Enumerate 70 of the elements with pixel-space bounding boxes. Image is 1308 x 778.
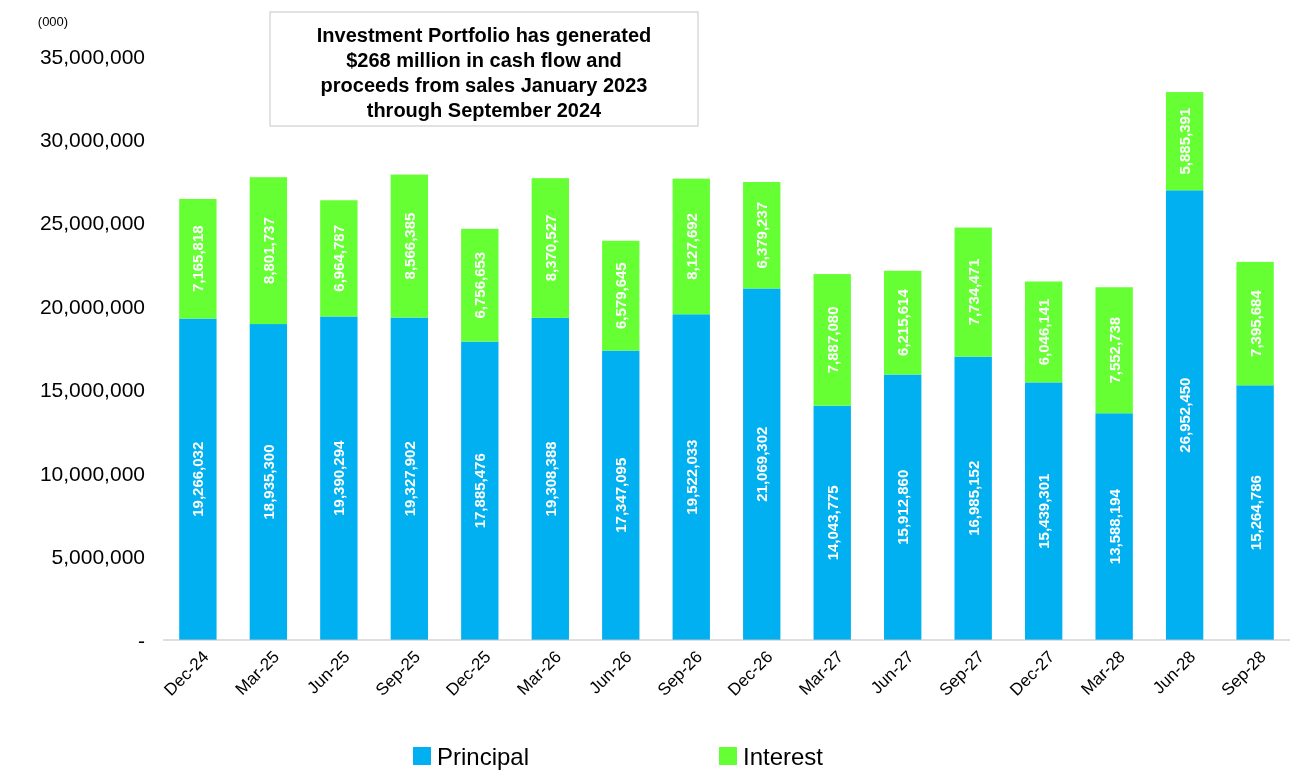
bar: [813, 274, 851, 406]
data-label: 5,885,391: [1176, 107, 1194, 175]
data-label: 8,127,692: [682, 213, 700, 280]
y-tick-label: 10,000,000: [39, 461, 145, 485]
data-label: 7,887,080: [823, 306, 841, 374]
y-tick-label: 5,000,000: [51, 545, 145, 569]
data-label: 19,327,902: [400, 441, 418, 517]
data-label: 17,347,095: [612, 457, 630, 533]
data-label: 8,566,385: [400, 212, 418, 280]
legend-label: Principal: [437, 742, 530, 770]
data-label: 7,395,684: [1246, 289, 1264, 357]
bar: [531, 178, 569, 318]
data-label: 15,264,786: [1246, 475, 1264, 551]
data-label: 6,215,614: [894, 288, 912, 356]
bar: [249, 177, 288, 325]
bar: [1165, 190, 1204, 640]
bar: [743, 288, 781, 640]
y-tick-label: 35,000,000: [39, 44, 145, 68]
data-label: 6,756,653: [471, 251, 489, 319]
data-label: 17,885,476: [471, 453, 489, 529]
data-label: 19,308,388: [541, 441, 559, 517]
bar: [884, 374, 922, 640]
bar: [390, 174, 429, 318]
bar: [390, 317, 429, 640]
y-axis-title: (000): [37, 14, 69, 29]
bar: [954, 227, 992, 357]
bar: [672, 178, 710, 315]
bar: [1095, 287, 1133, 414]
annotation: Investment Portfolio has generated $268 million in cash flow and proceeds from sales January 2023 through September 2024: [316, 23, 652, 121]
bar: [1236, 385, 1274, 640]
bar: [461, 341, 499, 640]
data-label: 15,439,301: [1035, 473, 1053, 549]
data-label: 8,370,527: [541, 214, 559, 282]
data-label: 8,801,737: [259, 217, 277, 284]
bar: [179, 198, 217, 319]
data-label: 19,266,032: [189, 441, 207, 517]
data-label: 19,390,294: [330, 440, 348, 516]
data-label: 19,522,033: [682, 439, 700, 515]
data-label: 6,964,787: [330, 224, 348, 292]
data-label: 7,734,471: [964, 258, 982, 326]
bar: [320, 316, 358, 640]
y-tick-label: -: [138, 628, 145, 652]
bar: [1024, 382, 1063, 640]
bar: [1236, 261, 1274, 386]
y-tick-label: 30,000,000: [39, 127, 145, 151]
bar: [179, 318, 217, 640]
legend-label: Interest: [743, 742, 824, 770]
bar: [531, 317, 569, 640]
y-tick-label: 20,000,000: [39, 294, 145, 318]
data-label: 14,043,775: [823, 485, 841, 561]
bar: [249, 324, 288, 640]
y-tick-label: 25,000,000: [39, 211, 145, 235]
data-label: 21,069,302: [753, 426, 771, 502]
bar: [954, 356, 992, 640]
data-label: 26,952,450: [1176, 377, 1194, 453]
data-label: 6,046,141: [1035, 298, 1053, 366]
data-label: 16,985,152: [964, 460, 982, 536]
bar: [1095, 413, 1133, 640]
y-tick-label: 15,000,000: [39, 378, 145, 402]
bar: [672, 314, 710, 640]
data-label: 7,552,738: [1105, 316, 1123, 384]
bar: [320, 200, 358, 317]
data-label: 6,379,237: [753, 201, 771, 269]
bar: [813, 405, 851, 640]
data-label: 13,588,194: [1105, 488, 1123, 565]
bar: [602, 350, 640, 640]
data-label: 18,935,300: [259, 444, 277, 520]
data-label: 6,579,645: [612, 262, 630, 330]
data-label: 7,165,818: [189, 225, 207, 293]
data-label: 15,912,860: [894, 469, 912, 545]
